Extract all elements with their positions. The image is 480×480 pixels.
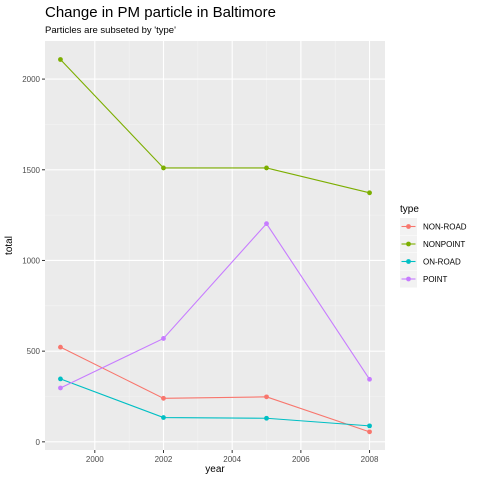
y-tick-label: 0 (36, 438, 41, 447)
y-tick-label: 1000 (22, 256, 40, 265)
data-point-point (58, 385, 63, 391)
legend-key-point-point (406, 276, 411, 282)
data-point-on-road (161, 415, 166, 420)
data-point-on-road (264, 415, 269, 421)
x-tick-label: 2004 (223, 455, 241, 464)
x-tick-label: 2006 (292, 455, 310, 464)
chart-subtitle: Particles are subseted by 'type' (45, 25, 176, 36)
legend-label-nonpoint: NONPOINT (423, 240, 465, 249)
y-axis-title: total (4, 236, 15, 255)
legend: type NON-ROAD NONPOINT ON-ROAD POINT (400, 204, 467, 288)
legend-title: type (400, 204, 419, 215)
y-tick-label: 500 (27, 347, 41, 356)
legend-key-point-nonpoint (406, 241, 411, 247)
data-point-non-road (161, 395, 166, 401)
legend-label-point: POINT (423, 275, 448, 284)
x-axis-title: year (205, 464, 225, 475)
chart-title: Change in PM particle in Baltimore (45, 4, 276, 21)
plot-panel (45, 41, 385, 450)
data-point-on-road (367, 423, 372, 429)
legend-label-on-road: ON-ROAD (423, 258, 461, 267)
data-point-non-road (367, 429, 372, 435)
x-tick-label: 2000 (86, 455, 104, 464)
x-tick-label: 2002 (155, 455, 173, 464)
data-point-nonpoint (58, 57, 63, 62)
grid-minor (45, 41, 385, 450)
grid-major (45, 41, 385, 450)
data-point-point (161, 336, 166, 341)
series-line-non-road (60, 346, 370, 433)
data-point-point (367, 376, 372, 382)
y-tick-label: 1500 (22, 166, 40, 175)
y-tick-label: 2000 (22, 75, 40, 84)
legend-key-point-non-road (406, 224, 411, 229)
y-axis: 0 500 1000 1500 2000 (22, 75, 45, 447)
data-point-nonpoint (161, 165, 166, 171)
series-layer (58, 57, 372, 435)
data-point-nonpoint (264, 165, 269, 171)
legend-label-non-road: NON-ROAD (423, 223, 467, 232)
data-point-non-road (264, 394, 269, 400)
series-line-nonpoint (60, 59, 370, 194)
x-tick-label: 2008 (361, 455, 379, 464)
data-point-point (264, 221, 269, 227)
data-point-non-road (58, 344, 63, 350)
x-axis: 2000 2002 2004 2006 2008 (86, 450, 379, 464)
data-point-nonpoint (367, 190, 372, 196)
series-line-point (60, 222, 371, 389)
legend-key-point-on-road (406, 259, 411, 264)
series-line-on-road (60, 378, 370, 427)
data-point-on-road (58, 376, 63, 382)
